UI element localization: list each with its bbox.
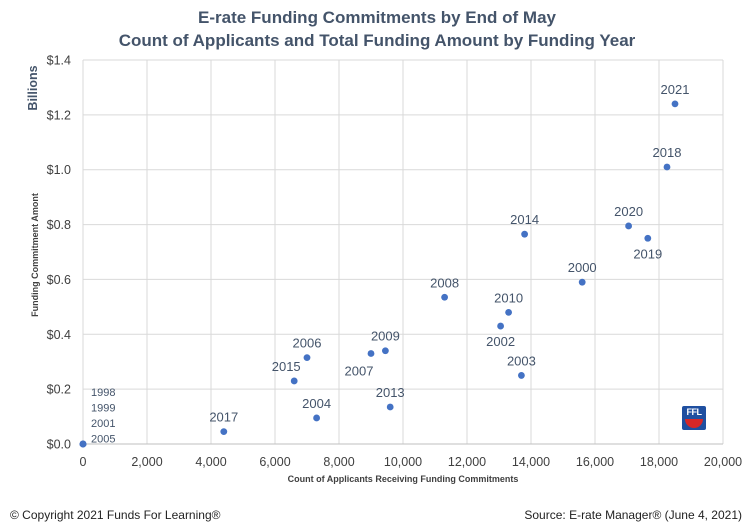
data-points <box>79 100 679 448</box>
x-tick-labels: 0 2,000 4,000 6,000 8,000 10,000 12,000 14,000 1… <box>80 455 743 469</box>
y-tick-label: $0.4 <box>47 328 71 342</box>
data-label: 2002 <box>486 334 515 349</box>
data-label: 2003 <box>507 353 536 368</box>
data-point <box>313 414 320 422</box>
y-tick-label: $1.2 <box>47 108 71 122</box>
axes <box>82 60 723 445</box>
data-label: 1998 <box>91 387 115 399</box>
y-unit-label: Billions <box>26 65 40 110</box>
x-tick-label: 18,000 <box>640 455 678 469</box>
data-label: 2014 <box>510 212 539 227</box>
x-tick-label: 0 <box>80 455 87 469</box>
data-label: 2006 <box>293 336 322 351</box>
gridlines <box>83 59 724 444</box>
data-label: 2015 <box>272 359 301 374</box>
y-tick-label: $0.0 <box>47 438 71 452</box>
data-point <box>497 322 504 330</box>
x-tick-label: 8,000 <box>323 455 354 469</box>
chart-title: E-rate Funding Commitments by End of May <box>198 8 557 27</box>
data-label: 2019 <box>633 246 662 261</box>
data-label: 2001 <box>91 418 115 430</box>
data-label: 2007 <box>345 363 374 378</box>
data-point <box>303 354 311 361</box>
data-label: 1999 <box>91 403 115 415</box>
data-point <box>578 278 586 286</box>
scatter-chart: E-rate Funding Commitments by End of May… <box>26 8 743 484</box>
data-point <box>663 163 671 171</box>
x-tick-label: 14,000 <box>512 455 550 469</box>
data-label: 2009 <box>371 329 400 344</box>
y-tick-label: $1.4 <box>47 54 71 68</box>
data-label: 2000 <box>568 260 597 275</box>
data-point <box>79 440 87 448</box>
x-tick-label: 2,000 <box>131 455 162 469</box>
x-tick-label: 6,000 <box>259 455 290 469</box>
x-axis-title: Count of Applicants Receiving Funding Co… <box>288 474 519 484</box>
data-label: 2018 <box>653 145 682 160</box>
data-point <box>518 372 525 379</box>
y-axis-title: Funding Commitment Amont <box>30 193 40 317</box>
data-point <box>644 234 652 242</box>
y-tick-label: $0.2 <box>47 383 71 397</box>
data-label: 2010 <box>494 290 523 305</box>
data-label: 2013 <box>376 385 405 400</box>
ffl-logo-swoosh <box>685 419 703 428</box>
data-labels: 1998 1999 2001 2005 2017 2004 2013 2015 2006 2007… <box>91 82 689 446</box>
x-tick-label: 20,000 <box>704 455 742 469</box>
data-label: 2008 <box>430 275 459 290</box>
x-tick-label: 10,000 <box>384 455 422 469</box>
y-tick-label: $0.6 <box>47 273 71 287</box>
data-label: 2017 <box>209 410 238 425</box>
x-tick-label: 12,000 <box>448 455 486 469</box>
data-point <box>625 222 632 230</box>
data-label: 2005 <box>91 434 115 446</box>
source-text: Source: E-rate Manager® (June 4, 2021) <box>524 508 742 522</box>
x-tick-label: 16,000 <box>576 455 614 469</box>
data-point <box>671 100 679 108</box>
x-tick-label: 4,000 <box>195 455 226 469</box>
data-point <box>382 347 389 355</box>
data-label: 2020 <box>614 204 643 219</box>
ffl-logo: FFL <box>682 406 706 430</box>
copyright-text: © Copyright 2021 Funds For Learning® <box>10 508 221 522</box>
chart-subtitle: Count of Applicants and Total Funding Am… <box>119 31 636 50</box>
data-point <box>220 428 228 436</box>
ffl-logo-text: FFL <box>686 407 703 417</box>
data-point <box>290 377 298 385</box>
y-tick-labels: $0.0 $0.2 $0.4 $0.6 $0.8 $1.0 $1.2 $1.4 <box>47 54 71 452</box>
data-point <box>441 293 448 301</box>
data-point <box>386 403 394 411</box>
data-point <box>367 350 375 357</box>
data-label: 2021 <box>661 82 690 97</box>
data-label: 2004 <box>302 396 331 411</box>
y-tick-label: $0.8 <box>47 218 71 232</box>
data-point <box>505 308 512 316</box>
y-tick-label: $1.0 <box>47 163 71 177</box>
data-point <box>521 230 528 238</box>
